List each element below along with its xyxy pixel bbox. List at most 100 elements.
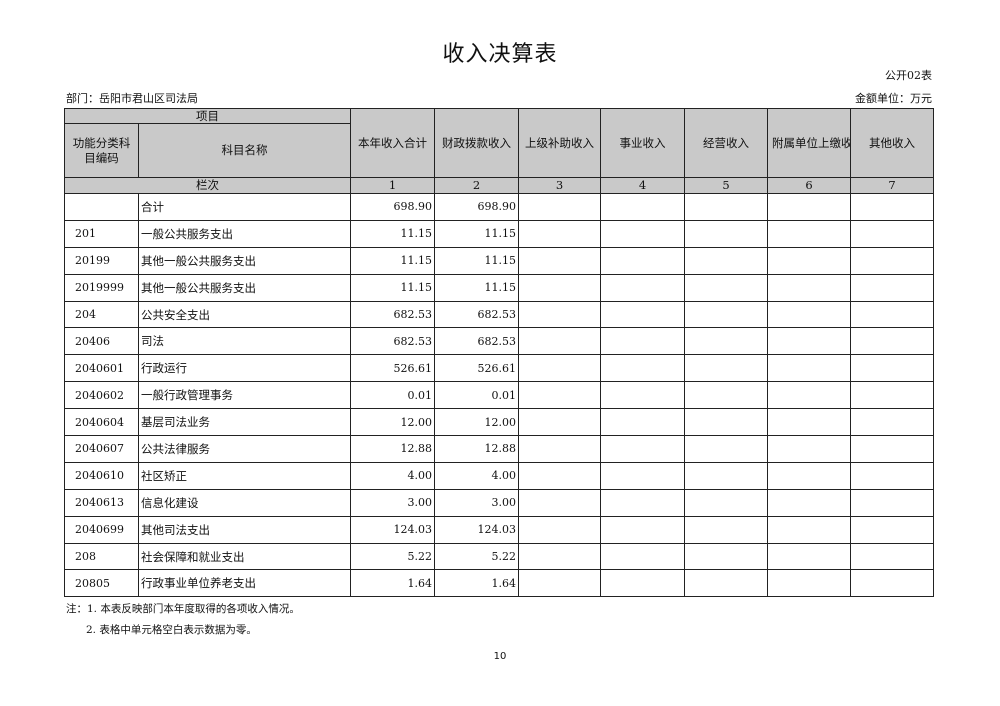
column-number: 7	[850, 177, 934, 194]
cell-value	[518, 246, 601, 275]
cell-value	[850, 381, 934, 410]
cell-value	[684, 327, 768, 356]
cell-code: 201	[64, 219, 139, 248]
income-table: 项目 本年收入合计 财政拨款收入 上级补助收入 事业收入 经营收入 附属单位上缴…	[64, 108, 934, 598]
cell-value	[600, 408, 685, 437]
cell-value: 682.53	[434, 300, 519, 329]
column-number: 6	[767, 177, 851, 194]
cell-value	[767, 327, 851, 356]
cell-value	[684, 488, 768, 517]
header-col: 财政拨款收入	[434, 108, 519, 178]
table-row: 201 一般公共服务支出 11.15 11.15	[64, 219, 934, 248]
cell-value: 0.01	[350, 381, 435, 410]
cell-value: 0.01	[434, 381, 519, 410]
cell-name: 其他一般公共服务支出	[138, 273, 351, 302]
cell-value: 682.53	[350, 327, 435, 356]
cell-value	[518, 219, 601, 248]
column-number: 4	[600, 177, 685, 194]
cell-value	[600, 300, 685, 329]
cell-code: 204	[64, 300, 139, 329]
cell-value	[767, 515, 851, 544]
cell-value	[850, 219, 934, 248]
cell-value	[767, 435, 851, 463]
cell-value: 1.64	[434, 569, 519, 598]
cell-value	[767, 193, 851, 221]
cell-value	[684, 246, 768, 275]
cell-value	[600, 542, 685, 571]
cell-value	[850, 193, 934, 221]
column-number: 1	[350, 177, 435, 194]
cell-value	[850, 488, 934, 517]
table-row: 208 社会保障和就业支出 5.22 5.22	[64, 542, 934, 571]
cell-code	[64, 193, 139, 221]
cell-code: 20406	[64, 327, 139, 356]
cell-value	[600, 381, 685, 410]
cell-value	[518, 193, 601, 221]
cell-value: 124.03	[350, 515, 435, 544]
cell-name: 公共安全支出	[138, 300, 351, 329]
cell-code: 2040613	[64, 488, 139, 517]
cell-value	[518, 435, 601, 463]
cell-value	[684, 219, 768, 248]
cell-code: 2040604	[64, 408, 139, 437]
cell-value: 5.22	[434, 542, 519, 571]
cell-name: 一般公共服务支出	[138, 219, 351, 248]
cell-name: 公共法律服务	[138, 435, 351, 463]
cell-value: 526.61	[434, 354, 519, 383]
table-row: 2040602 一般行政管理事务 0.01 0.01	[64, 381, 934, 410]
unit-label: 金额单位：万元	[855, 92, 932, 105]
cell-value	[600, 327, 685, 356]
table-row: 20805 行政事业单位养老支出 1.64 1.64	[64, 569, 934, 598]
table-row: 2040699 其他司法支出 124.03 124.03	[64, 515, 934, 544]
cell-value	[767, 354, 851, 383]
header-code: 功能分类科目编码	[64, 123, 139, 178]
table-row: 2040610 社区矫正 4.00 4.00	[64, 461, 934, 490]
department-label: 部门：岳阳市君山区司法局	[66, 92, 198, 105]
header-col: 事业收入	[600, 108, 685, 178]
cell-value: 4.00	[434, 461, 519, 490]
cell-value	[518, 381, 601, 410]
cell-value	[684, 542, 768, 571]
cell-value	[600, 435, 685, 463]
cell-name: 一般行政管理事务	[138, 381, 351, 410]
cell-value	[850, 461, 934, 490]
cell-value	[518, 327, 601, 356]
cell-value	[518, 515, 601, 544]
cell-value	[600, 461, 685, 490]
cell-value: 698.90	[434, 193, 519, 221]
cell-value: 12.88	[350, 435, 435, 463]
cell-value: 124.03	[434, 515, 519, 544]
header-row-label: 栏次	[64, 177, 351, 194]
page-title: 收入决算表	[442, 42, 558, 67]
cell-code: 20199	[64, 246, 139, 275]
table-row: 2019999 其他一般公共服务支出 11.15 11.15	[64, 273, 934, 302]
cell-value	[684, 461, 768, 490]
table-row: 204 公共安全支出 682.53 682.53	[64, 300, 934, 329]
table-row: 20406 司法 682.53 682.53	[64, 327, 934, 356]
cell-value	[518, 354, 601, 383]
cell-value: 11.15	[350, 273, 435, 302]
cell-value	[767, 219, 851, 248]
table-row: 2040607 公共法律服务 12.88 12.88	[64, 435, 934, 463]
header-col: 上级补助收入	[518, 108, 601, 178]
cell-value	[600, 193, 685, 221]
cell-value	[850, 408, 934, 437]
cell-value: 682.53	[350, 300, 435, 329]
cell-code: 2040602	[64, 381, 139, 410]
cell-value	[600, 246, 685, 275]
cell-value	[518, 488, 601, 517]
cell-code: 208	[64, 542, 139, 571]
cell-value	[850, 354, 934, 383]
header-col: 附属单位上缴收入	[767, 108, 851, 178]
cell-value	[850, 569, 934, 598]
cell-name: 信息化建设	[138, 488, 351, 517]
cell-value	[518, 542, 601, 571]
header-col: 本年收入合计	[350, 108, 435, 178]
cell-value	[684, 300, 768, 329]
column-number: 2	[434, 177, 519, 194]
cell-value	[767, 461, 851, 490]
cell-value: 5.22	[350, 542, 435, 571]
cell-value	[684, 193, 768, 221]
cell-value	[767, 569, 851, 598]
cell-name: 其他司法支出	[138, 515, 351, 544]
